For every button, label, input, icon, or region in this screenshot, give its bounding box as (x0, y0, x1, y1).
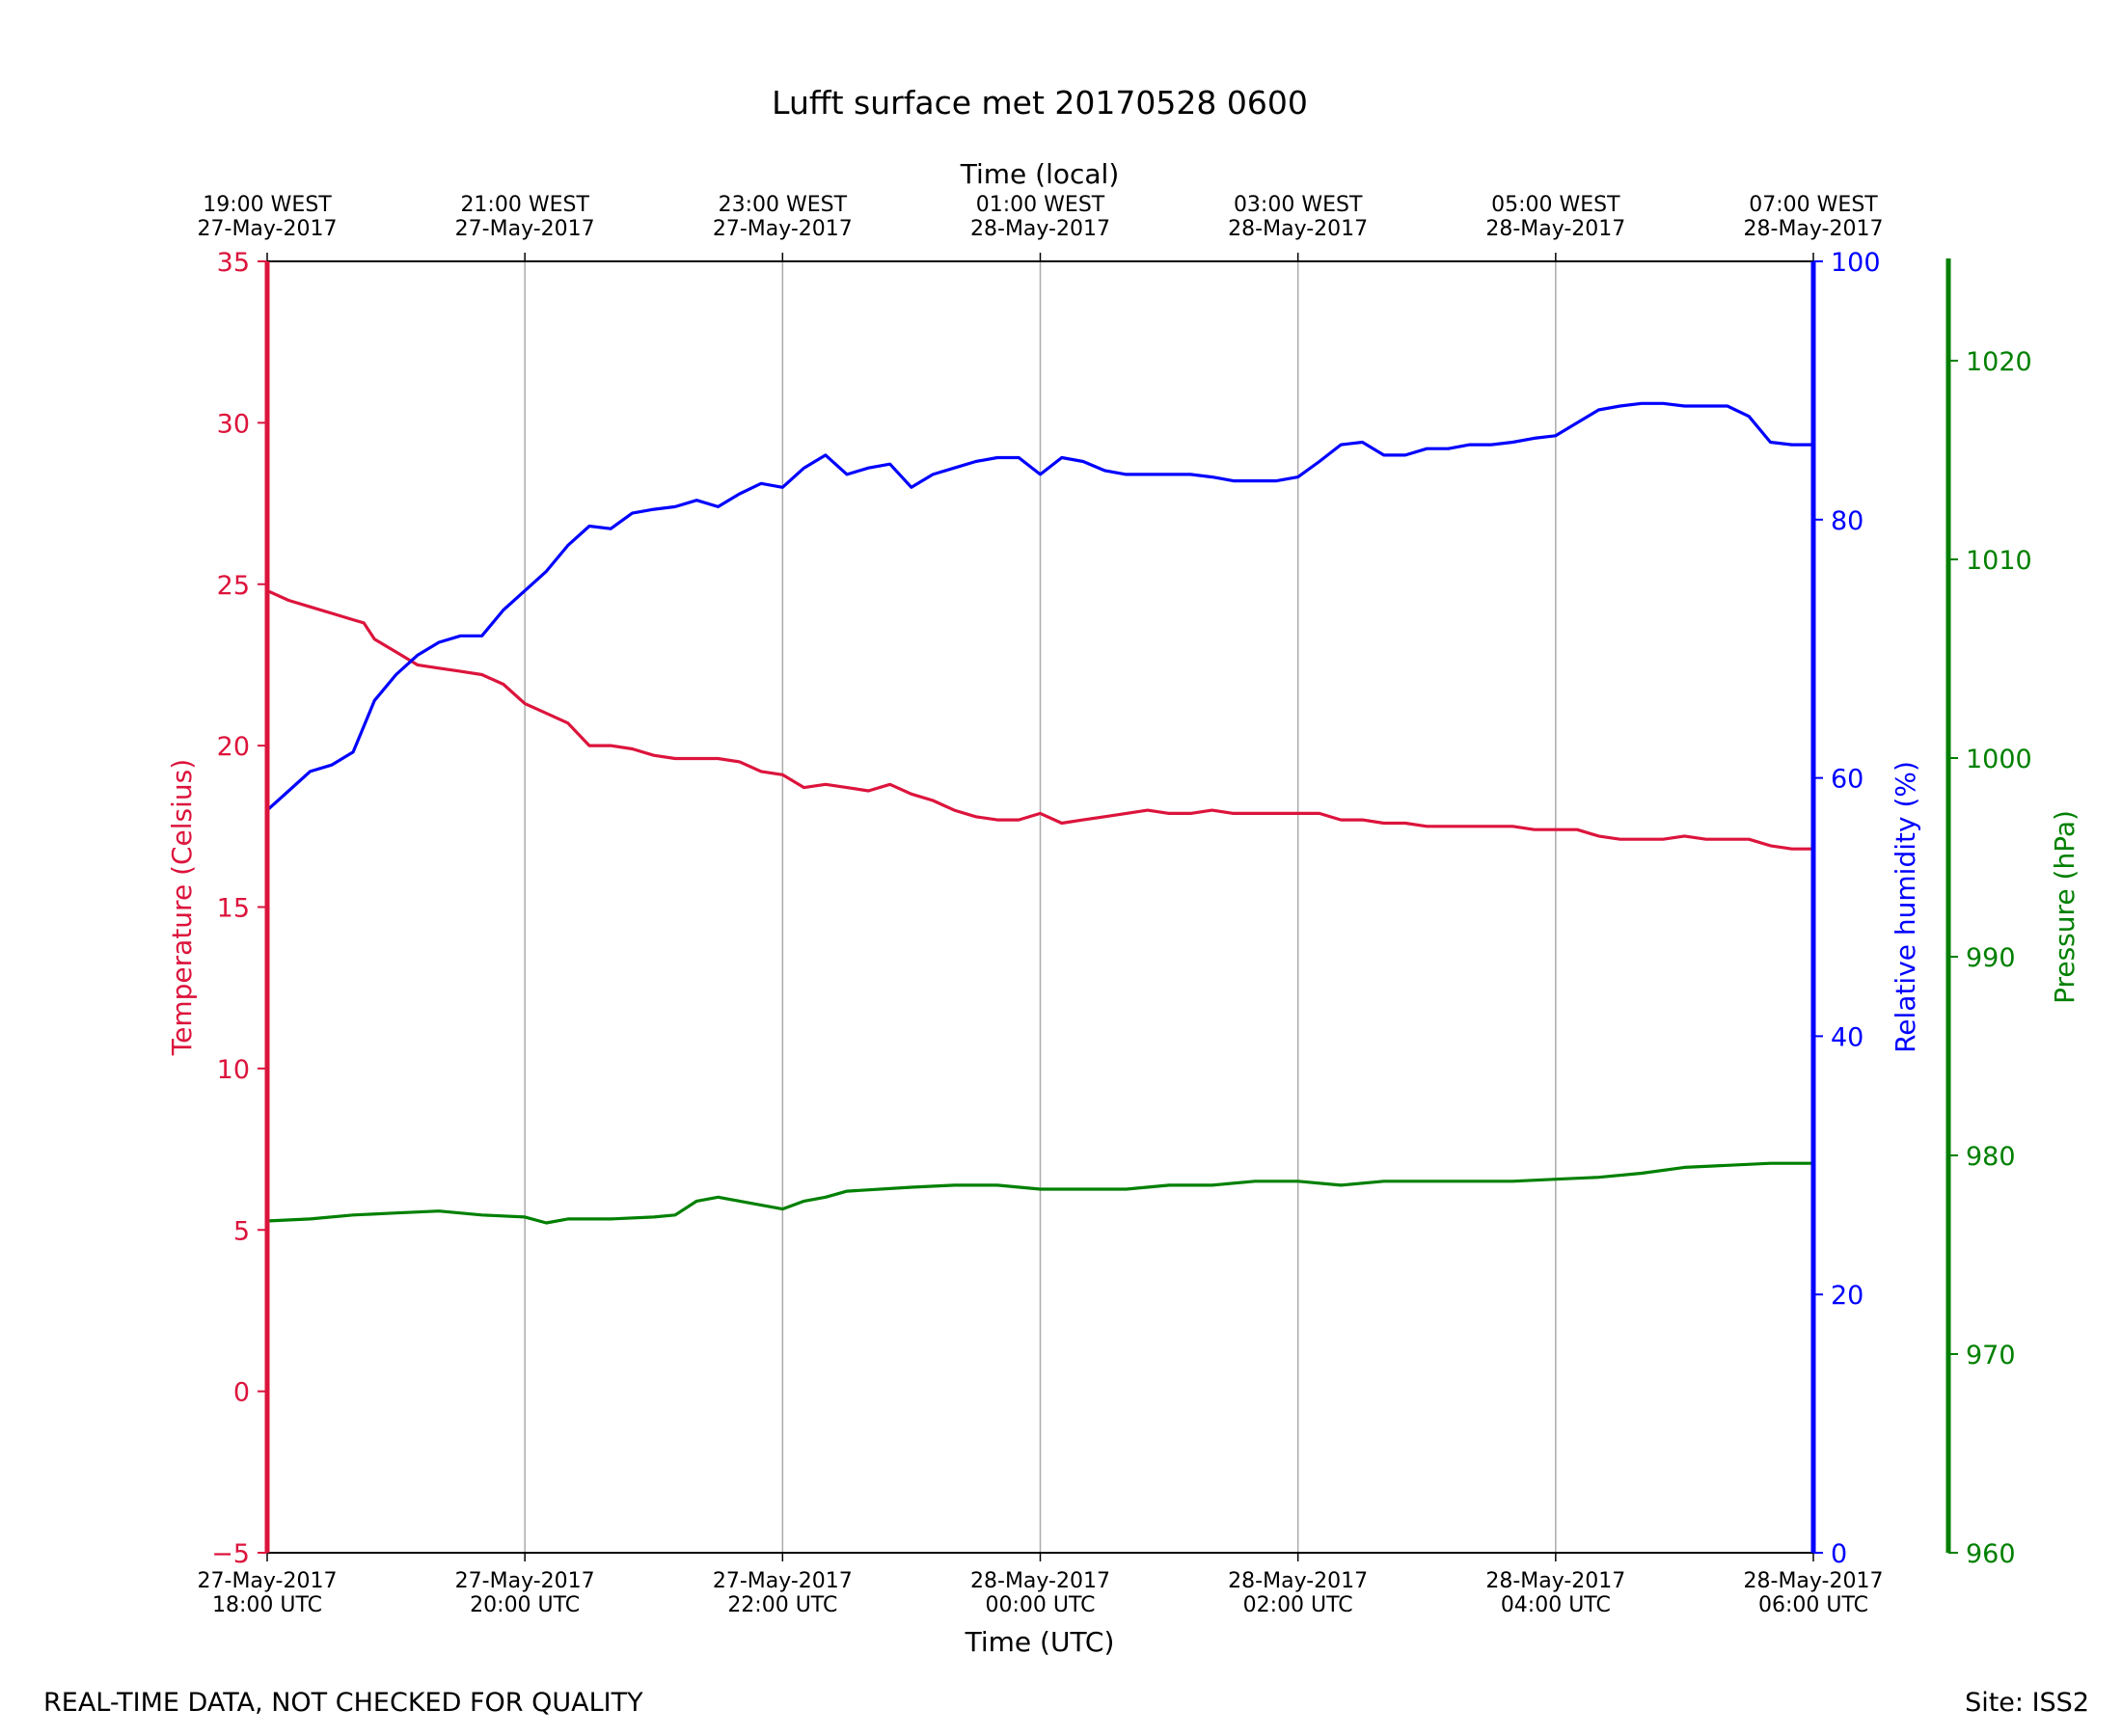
x-tick-local-time: 19:00 WEST (203, 193, 332, 217)
quality-disclaimer: REAL-TIME DATA, NOT CHECKED FOR QUALITY (43, 1688, 643, 1718)
x-tick-label-bottom: 28-May-2017 02:00 UTC (1228, 1569, 1368, 1617)
humidity-axis-tick-label: 40 (1831, 1022, 1864, 1052)
chart-title: Lufft surface met 20170528 0600 (772, 84, 1308, 122)
x-tick-date: 27-May-2017 (198, 1569, 338, 1593)
x-tick-label-bottom: 27-May-2017 22:00 UTC (713, 1569, 853, 1617)
series-layer (265, 401, 1813, 1225)
top-axis-title: Time (local) (960, 158, 1120, 190)
x-tick-local-time: 21:00 WEST (460, 193, 589, 217)
x-tick-local-time: 03:00 WEST (1234, 193, 1363, 217)
x-tick-label-bottom: 28-May-2017 00:00 UTC (970, 1569, 1110, 1617)
x-tick-date: 27-May-2017 (455, 1569, 595, 1593)
x-tick-local-date: 28-May-2017 (970, 217, 1110, 241)
pressure-axis-label: Pressure (hPa) (2049, 810, 2081, 1004)
x-tick-label-top: 21:00 WEST 27-May-2017 (455, 193, 595, 241)
pressure-axis-tick-label: 1020 (1966, 347, 2032, 377)
x-tick-date: 28-May-2017 (1744, 1569, 1884, 1593)
x-tick-time: 18:00 UTC (212, 1593, 322, 1617)
pressure-axis-tick-label: 960 (1966, 1539, 2016, 1569)
pressure-series-line (266, 1161, 1813, 1225)
temperature-axis-tick-label: 30 (217, 409, 250, 439)
site-label: Site: ISS2 (1965, 1688, 2089, 1718)
x-tick-local-time: 05:00 WEST (1491, 193, 1620, 217)
x-tick-time: 02:00 UTC (1243, 1593, 1353, 1617)
temperature-axis-tick-label: 25 (217, 571, 250, 601)
pressure-axis-tick-label: 1000 (1966, 745, 2032, 774)
pressure-axis-tick-label: 990 (1966, 943, 2016, 973)
temperature-axis-tick-label: 5 (233, 1216, 250, 1246)
pressure-axis-tick-label: 970 (1966, 1341, 2016, 1370)
temperature-axis-tick-label: 15 (217, 894, 250, 924)
x-tick-label-top: 01:00 WEST 28-May-2017 (970, 193, 1110, 241)
temperature-axis-tick-label: −5 (211, 1539, 250, 1569)
x-tick-label-bottom: 27-May-2017 18:00 UTC (198, 1569, 338, 1617)
x-tick-date: 28-May-2017 (1228, 1569, 1368, 1593)
x-tick-date: 28-May-2017 (1485, 1569, 1625, 1593)
x-tick-time: 20:00 UTC (470, 1593, 580, 1617)
x-tick-local-date: 27-May-2017 (713, 217, 853, 241)
x-tick-date: 27-May-2017 (713, 1569, 853, 1593)
humidity-series-line (265, 401, 1813, 812)
humidity-axis-tick-label: 20 (1831, 1281, 1864, 1311)
x-tick-date: 28-May-2017 (970, 1569, 1110, 1593)
x-tick-label-bottom: 28-May-2017 04:00 UTC (1485, 1569, 1625, 1617)
x-tick-time: 00:00 UTC (985, 1593, 1095, 1617)
x-tick-local-time: 23:00 WEST (719, 193, 848, 217)
humidity-axis-label: Relative humidity (%) (1890, 761, 1921, 1053)
pressure-axis-tick-label: 1010 (1966, 546, 2032, 576)
x-tick-local-time: 07:00 WEST (1749, 193, 1878, 217)
x-tick-time: 22:00 UTC (727, 1593, 837, 1617)
x-tick-label-bottom: 27-May-2017 20:00 UTC (455, 1569, 595, 1617)
x-tick-time: 06:00 UTC (1758, 1593, 1868, 1617)
humidity-axis-tick-label: 100 (1831, 248, 1881, 278)
temperature-axis-tick-label: 35 (217, 248, 250, 278)
humidity-axis-tick-label: 0 (1831, 1539, 1847, 1569)
bottom-axis-title: Time (UTC) (965, 1626, 1115, 1658)
x-tick-time: 04:00 UTC (1501, 1593, 1611, 1617)
x-tick-local-date: 28-May-2017 (1485, 217, 1625, 241)
temperature-axis-tick-label: 20 (217, 732, 250, 762)
temperature-axis-label: Temperature (Celsius) (166, 759, 198, 1056)
x-tick-label-top: 19:00 WEST 27-May-2017 (198, 193, 338, 241)
pressure-axis-tick-label: 980 (1966, 1142, 2016, 1172)
temperature-axis-tick-label: 10 (217, 1055, 250, 1085)
x-tick-local-date: 27-May-2017 (455, 217, 595, 241)
x-tick-label-top: 07:00 WEST 28-May-2017 (1744, 193, 1884, 241)
humidity-axis-tick-label: 80 (1831, 506, 1864, 536)
temperature-series-line (266, 588, 1813, 851)
x-tick-local-date: 28-May-2017 (1744, 217, 1884, 241)
humidity-axis-tick-label: 60 (1831, 765, 1864, 795)
x-tick-local-time: 01:00 WEST (976, 193, 1105, 217)
x-tick-label-top: 05:00 WEST 28-May-2017 (1485, 193, 1625, 241)
x-tick-label-bottom: 28-May-2017 06:00 UTC (1744, 1569, 1884, 1617)
x-tick-label-top: 03:00 WEST 28-May-2017 (1228, 193, 1368, 241)
temperature-axis-tick-label: 0 (233, 1378, 250, 1408)
x-tick-local-date: 27-May-2017 (198, 217, 338, 241)
x-tick-label-top: 23:00 WEST 27-May-2017 (713, 193, 853, 241)
x-tick-local-date: 28-May-2017 (1228, 217, 1368, 241)
